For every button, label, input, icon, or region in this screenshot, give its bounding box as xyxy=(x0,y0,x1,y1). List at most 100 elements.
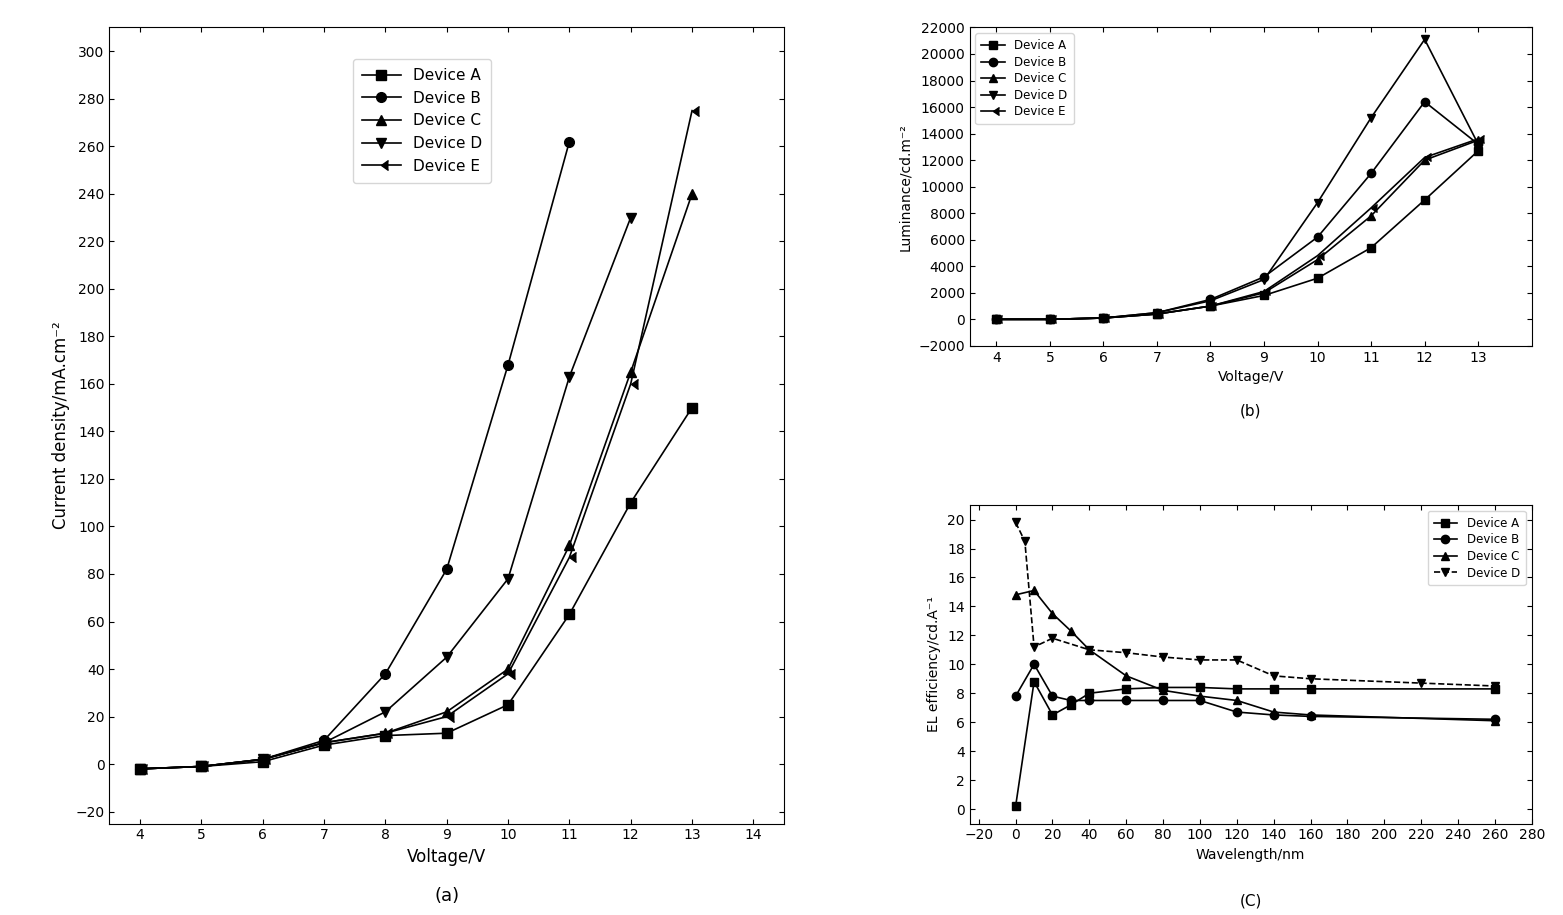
Device B xyxy=(499,360,517,371)
Device C xyxy=(1264,706,1283,717)
Device A xyxy=(1361,242,1380,253)
Device A xyxy=(1308,273,1327,284)
Device B xyxy=(1043,691,1061,702)
Device B xyxy=(1308,231,1327,242)
Line: Device B: Device B xyxy=(1011,660,1499,724)
Device C xyxy=(1200,300,1219,311)
Device A xyxy=(1043,709,1061,720)
Device C xyxy=(622,367,641,378)
Device C xyxy=(683,188,702,199)
Device E xyxy=(131,763,150,774)
Device B xyxy=(1025,659,1044,670)
Device B xyxy=(1415,96,1433,107)
Device E xyxy=(1469,134,1488,145)
Y-axis label: EL efficiency/cd.A⁻¹: EL efficiency/cd.A⁻¹ xyxy=(927,597,941,732)
Device A xyxy=(499,699,517,710)
Y-axis label: Luminance/cd.m⁻²: Luminance/cd.m⁻² xyxy=(899,123,913,251)
Device B xyxy=(1118,695,1136,706)
Line: Device D: Device D xyxy=(993,35,1482,324)
Device A xyxy=(1153,682,1172,693)
Device B xyxy=(192,761,211,772)
Device A xyxy=(1025,676,1044,687)
Device A xyxy=(131,763,150,774)
Device E xyxy=(1415,152,1433,163)
Device B xyxy=(1080,695,1099,706)
Device C xyxy=(1153,684,1172,695)
Device C xyxy=(131,763,150,774)
Device B xyxy=(1147,307,1166,318)
Device D xyxy=(377,706,395,717)
Device A xyxy=(1041,314,1060,325)
Device C xyxy=(1469,135,1488,145)
Device D xyxy=(1415,34,1433,45)
Device A xyxy=(192,761,211,772)
Device C xyxy=(253,754,272,765)
Device B xyxy=(253,754,272,765)
Device D xyxy=(253,754,272,765)
Device A xyxy=(1147,308,1166,319)
Device E xyxy=(1094,313,1113,324)
Device B xyxy=(1200,294,1219,305)
Line: Device A: Device A xyxy=(1011,677,1499,811)
Line: Device D: Device D xyxy=(136,212,636,774)
Device C xyxy=(1300,709,1319,720)
Line: Device B: Device B xyxy=(136,136,574,774)
Device D xyxy=(131,763,150,774)
Device B xyxy=(1361,168,1380,179)
Device A xyxy=(377,730,395,741)
Device D xyxy=(1264,671,1283,682)
Device A xyxy=(1007,801,1025,812)
Device A xyxy=(1485,684,1504,694)
Device E xyxy=(377,727,395,738)
Device A xyxy=(314,739,333,750)
Device C xyxy=(1415,155,1433,166)
Device E xyxy=(1147,308,1166,319)
Device C xyxy=(1025,585,1044,596)
Device A xyxy=(683,403,702,414)
Device D xyxy=(314,737,333,748)
Device D xyxy=(438,651,456,662)
Device C xyxy=(192,761,211,772)
Device A xyxy=(1255,290,1274,301)
Device B xyxy=(1191,695,1210,706)
Device D xyxy=(1043,633,1061,644)
Device D xyxy=(1308,197,1327,208)
Device B xyxy=(438,564,456,575)
Device A xyxy=(253,756,272,767)
Line: Device A: Device A xyxy=(993,146,1482,324)
Device E xyxy=(1308,250,1327,261)
X-axis label: Voltage/V: Voltage/V xyxy=(406,848,486,866)
Device C xyxy=(1043,608,1061,619)
Text: (a): (a) xyxy=(435,888,460,905)
Text: (C): (C) xyxy=(1239,894,1261,909)
Device A xyxy=(1118,684,1136,694)
Device E xyxy=(499,668,517,679)
Device B xyxy=(1153,695,1172,706)
Device A xyxy=(1080,688,1099,699)
Device A xyxy=(1264,684,1283,694)
Device A xyxy=(1415,195,1433,206)
Device C xyxy=(377,727,395,738)
Device D xyxy=(1227,654,1246,665)
Device A xyxy=(1469,145,1488,156)
Device B xyxy=(377,668,395,679)
Device D xyxy=(1469,139,1488,150)
Device B xyxy=(1094,313,1113,324)
Line: Device C: Device C xyxy=(136,188,697,774)
Device B xyxy=(1264,709,1283,720)
Device A xyxy=(1191,682,1210,693)
Device E xyxy=(1200,300,1219,311)
Device C xyxy=(1255,287,1274,298)
Device A xyxy=(1094,313,1113,324)
Device C xyxy=(986,314,1005,325)
Device D xyxy=(1411,678,1430,689)
Device B xyxy=(1300,711,1319,722)
Device A xyxy=(1200,300,1219,311)
Device A xyxy=(1227,684,1246,694)
Device E xyxy=(1041,314,1060,325)
Device B xyxy=(1469,139,1488,150)
Device A xyxy=(1300,684,1319,694)
Device C xyxy=(1041,314,1060,325)
Device D xyxy=(1016,536,1035,547)
Line: Device B: Device B xyxy=(993,98,1482,324)
